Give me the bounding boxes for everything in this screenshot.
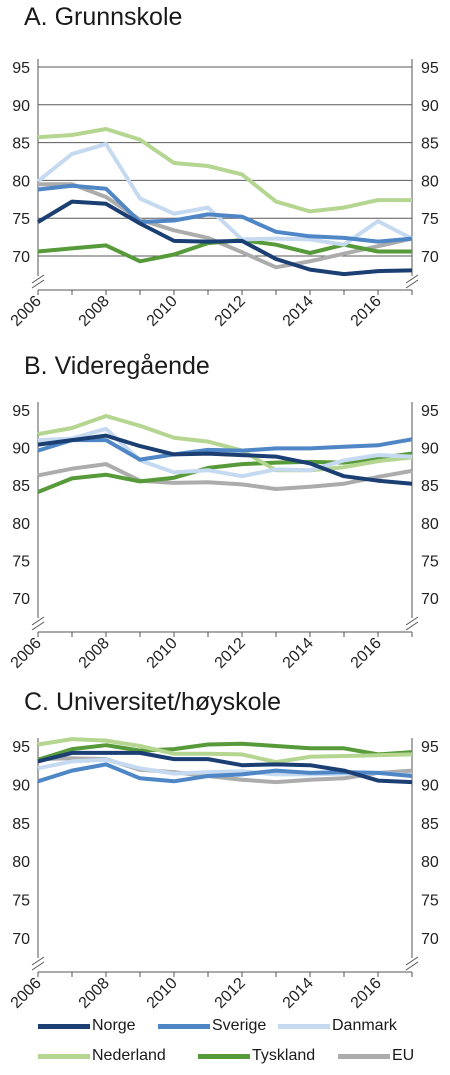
panel-c-ytick-right-95: 95 [421,739,439,756]
panel-b-series-norge [37,433,413,486]
panel-a-ytick-left-85: 85 [12,136,30,153]
panel-c-ytick-left-80: 80 [12,854,30,871]
legend-label-tyskland: Tyskland [252,1047,316,1064]
panel-a-series-danmark [36,142,413,247]
panel-b-series-nederland [37,414,413,473]
panel-b-ytick-right-70: 70 [421,591,439,608]
panel-b-ytick-right-95: 95 [421,403,439,420]
panel-a-xtick-label-2014: 2014 [280,293,317,330]
panel-a-ytick-left-70: 70 [12,249,30,266]
panel-c-xtick-label-2016: 2016 [348,975,385,1012]
panel-b-xtick-label-2006: 2006 [8,635,45,672]
panel-c-ytick-right-90: 90 [421,777,439,794]
panel-b-axis-break-right-2 [405,621,419,631]
panel-c-series-tyskland [37,741,413,762]
panel-c-ytick-left-90: 90 [12,777,30,794]
panel-c-ytick-right-75: 75 [421,893,439,910]
panel-c-ytick-right-80: 80 [421,854,439,871]
legend-label-sverige: Sverige [212,1017,267,1034]
panel-b-ytick-left-95: 95 [12,403,30,420]
panel-b-ytick-left-90: 90 [12,441,30,458]
panel-b-xtick-label-2008: 2008 [76,635,113,672]
panel-c-xtick-label-2006: 2006 [8,975,45,1012]
panel-c-axis-break-left-2 [31,961,45,971]
panel-a-ytick-right-90: 90 [421,98,439,115]
panel-b-xtick-label-2016: 2016 [348,635,385,672]
panel-c-xtick-label-2012: 2012 [212,975,249,1012]
panel-b-axis-break-left-1 [31,616,45,626]
panel-b-series-danmark [37,426,413,479]
legend-swatch-danmark [278,1024,330,1029]
panel-a-xtick-label-2016: 2016 [348,293,385,330]
panel-c-axis-break-left-1 [31,956,45,966]
panel-c-ytick-left-95: 95 [12,739,30,756]
panel-b-axis-break-left-2 [31,621,45,631]
panel-a-xtick-label-2008: 2008 [76,293,113,330]
panel-b-ytick-left-80: 80 [12,516,30,533]
panel-a-xtick-label-2006: 2006 [8,293,45,330]
legend-swatch-nederland [38,1054,90,1059]
panel-a-ytick-right-80: 80 [421,173,439,190]
panel-b-ytick-right-90: 90 [421,441,439,458]
panel-b-xtick-label-2010: 2010 [144,635,181,672]
panel-a-series-norge [36,199,413,277]
panel-c-xtick-label-2014: 2014 [280,975,317,1012]
panel-a-xtick-label-2010: 2010 [144,293,181,330]
panel-c-ytick-left-85: 85 [12,816,30,833]
legend-swatch-tyskland [198,1054,250,1059]
panel-c-xtick-label-2010: 2010 [144,975,181,1012]
panel-b-axis-break-right-1 [405,616,419,626]
panel-c-ytick-left-70: 70 [12,931,30,948]
panel-a-ytick-right-85: 85 [421,136,439,153]
panel-c-series-nederland [37,737,413,765]
panel-b-ytick-right-75: 75 [421,553,439,570]
panel-a-axis-break-left-1 [31,274,45,284]
panel-b-series-sverige [37,437,413,462]
panel-title-c: C. Universitet/høyskole [24,688,282,716]
panel-a-ytick-right-70: 70 [421,249,439,266]
legend-label-norge: Norge [92,1017,136,1034]
legend-swatch-eu [338,1054,390,1059]
panel-c-ytick-left-75: 75 [12,893,30,910]
panel-a-ytick-left-90: 90 [12,98,30,115]
legend-label-nederland: Nederland [92,1047,166,1064]
panel-b-series-tyskland [37,451,413,494]
panel-a-series-sverige [37,183,413,244]
panel-b-ytick-left-70: 70 [12,591,30,608]
panel-c-ytick-right-85: 85 [421,816,439,833]
panel-a-ytick-right-95: 95 [421,60,439,77]
panel-b-ytick-right-85: 85 [421,478,439,495]
panel-a-ytick-right-75: 75 [421,211,439,228]
panel-b-ytick-right-80: 80 [421,516,439,533]
panel-a-ytick-left-75: 75 [12,211,30,228]
panel-title-a: A. Grunnskole [24,3,183,31]
panel-title-b: B. Videregående [24,352,210,380]
legend-swatch-norge [38,1024,90,1029]
legend-swatch-sverige [158,1024,210,1029]
panel-c-series-norge [37,750,413,785]
panel-c-ytick-right-70: 70 [421,931,439,948]
panel-a-axis-break-left-2 [31,279,45,289]
panel-a-series-nederland [37,127,412,214]
legend-label-danmark: Danmark [332,1017,397,1034]
panel-b-xtick-label-2012: 2012 [212,635,249,672]
panel-b-xtick-label-2014: 2014 [280,635,317,672]
panel-a-axis-break-right-2 [405,279,419,289]
panel-b-ytick-left-75: 75 [12,553,30,570]
panel-b-ytick-left-85: 85 [12,478,30,495]
panel-c-axis-break-right-2 [405,961,419,971]
panel-c-xtick-label-2008: 2008 [76,975,113,1012]
panel-b-series-eu [37,462,413,491]
panel-c-axis-break-right-1 [405,956,419,966]
panel-a-ytick-left-80: 80 [12,173,30,190]
panel-a-ytick-left-95: 95 [12,60,30,77]
legend: Norge Sverige Danmark Nederland Tyskland… [38,1015,438,1073]
panel-a-series-eu [38,182,413,270]
panel-a-axis-break-right-1 [405,274,419,284]
legend-label-eu: EU [392,1047,415,1064]
panel-a-xtick-label-2012: 2012 [212,293,249,330]
